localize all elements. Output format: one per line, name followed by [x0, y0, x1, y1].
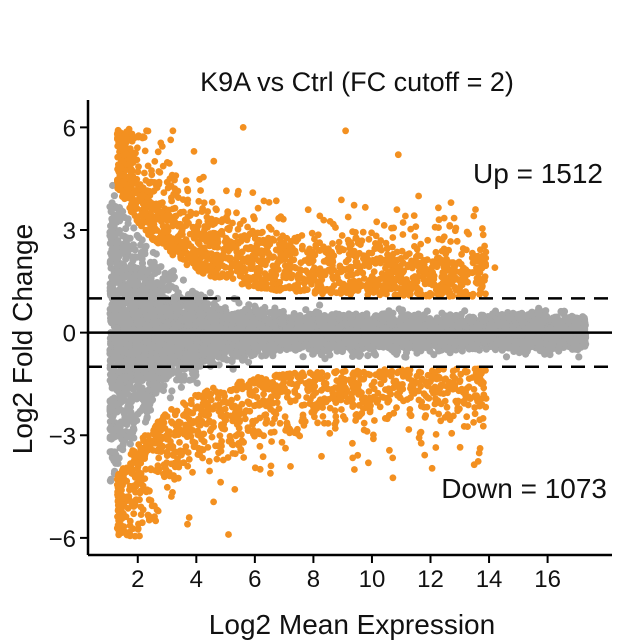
point-not-significant [575, 353, 583, 361]
chart-title: K9A vs Ctrl (FC cutoff = 2) [200, 67, 514, 97]
point-not-significant [214, 294, 222, 303]
point-not-significant [142, 242, 150, 250]
series-not-significant [106, 181, 590, 485]
point-not-significant [110, 192, 118, 200]
point-not-significant [179, 276, 187, 284]
point-not-significant [389, 309, 397, 317]
data-points [106, 124, 590, 540]
point-not-significant [177, 383, 185, 391]
point-not-significant [364, 352, 372, 360]
point-not-significant [130, 224, 138, 232]
point-not-significant [395, 305, 403, 313]
point-not-significant [426, 347, 434, 355]
point-not-significant [168, 387, 176, 395]
point-not-significant [535, 304, 543, 312]
point-not-significant [109, 181, 117, 190]
point-not-significant [126, 440, 134, 448]
